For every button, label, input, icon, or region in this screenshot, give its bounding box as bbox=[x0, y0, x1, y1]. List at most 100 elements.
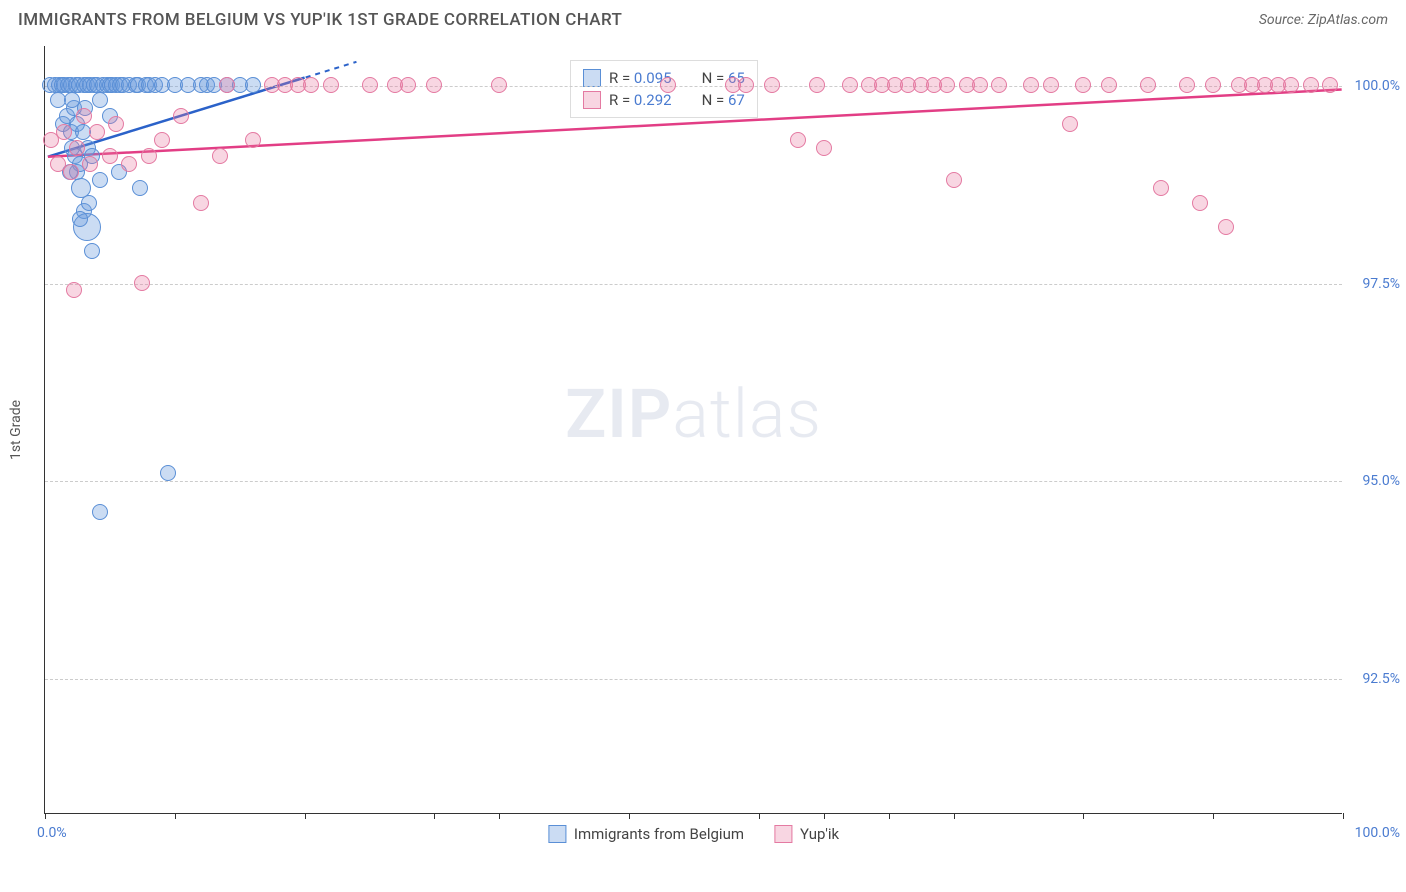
data-point bbox=[69, 140, 85, 156]
data-point bbox=[426, 77, 442, 93]
y-tick-label: 95.0% bbox=[1362, 473, 1400, 489]
source-attribution: Source: ZipAtlas.com bbox=[1259, 12, 1388, 28]
data-point bbox=[84, 243, 100, 259]
data-point bbox=[64, 92, 80, 108]
legend-swatch bbox=[774, 825, 792, 843]
x-tick bbox=[824, 813, 825, 819]
data-point bbox=[939, 77, 955, 93]
x-tick bbox=[629, 813, 630, 819]
data-point bbox=[1179, 77, 1195, 93]
legend-label: Immigrants from Belgium bbox=[574, 825, 744, 843]
x-tick bbox=[889, 813, 890, 819]
r-label: R = 0.292 bbox=[609, 91, 672, 109]
data-point bbox=[132, 180, 148, 196]
data-point bbox=[809, 77, 825, 93]
data-point bbox=[76, 108, 92, 124]
data-point bbox=[1322, 77, 1338, 93]
data-point bbox=[193, 195, 209, 211]
data-point bbox=[972, 77, 988, 93]
watermark-zip: ZIP bbox=[565, 374, 672, 454]
data-point bbox=[56, 124, 72, 140]
data-point bbox=[660, 77, 676, 93]
data-point bbox=[323, 77, 339, 93]
stats-legend-row: R = 0.292 N = 67 bbox=[583, 89, 745, 111]
data-point bbox=[303, 77, 319, 93]
data-point bbox=[738, 77, 754, 93]
data-point bbox=[1043, 77, 1059, 93]
data-point bbox=[102, 148, 118, 164]
gridline bbox=[45, 284, 1342, 285]
data-point bbox=[1075, 77, 1091, 93]
x-axis-min-label: 0.0% bbox=[37, 825, 67, 841]
data-point bbox=[1303, 77, 1319, 93]
x-tick bbox=[1083, 813, 1084, 819]
x-tick bbox=[305, 813, 306, 819]
data-point bbox=[82, 156, 98, 172]
data-point bbox=[1023, 77, 1039, 93]
data-point bbox=[245, 132, 261, 148]
x-tick bbox=[175, 813, 176, 819]
data-point bbox=[212, 148, 228, 164]
y-tick-label: 92.5% bbox=[1362, 671, 1400, 687]
data-point bbox=[991, 77, 1007, 93]
legend-swatch bbox=[583, 91, 601, 109]
data-point bbox=[790, 132, 806, 148]
data-point bbox=[173, 108, 189, 124]
data-point bbox=[1101, 77, 1117, 93]
y-tick-label: 97.5% bbox=[1362, 276, 1400, 292]
data-point bbox=[245, 77, 261, 93]
data-point bbox=[219, 77, 235, 93]
watermark-atlas: atlas bbox=[672, 374, 822, 454]
data-point bbox=[1218, 219, 1234, 235]
chart-title: IMMIGRANTS FROM BELGIUM VS YUP'IK 1ST GR… bbox=[18, 10, 622, 30]
data-point bbox=[92, 172, 108, 188]
data-point bbox=[92, 92, 108, 108]
data-point bbox=[134, 275, 150, 291]
gridline bbox=[45, 679, 1342, 680]
data-point bbox=[121, 156, 137, 172]
x-tick bbox=[759, 813, 760, 819]
plot-area: ZIPatlas R = 0.095N = 65R = 0.292N = 67 … bbox=[44, 46, 1342, 814]
data-point bbox=[946, 172, 962, 188]
data-point bbox=[160, 465, 176, 481]
data-point bbox=[1153, 180, 1169, 196]
legend-item: Yup'ik bbox=[774, 825, 839, 843]
data-point bbox=[66, 282, 82, 298]
y-tick-label: 100.0% bbox=[1355, 78, 1400, 94]
data-point bbox=[63, 164, 79, 180]
legend-label: Yup'ik bbox=[800, 825, 839, 843]
series-legend: Immigrants from Belgium Yup'ik bbox=[548, 825, 839, 843]
y-axis-title: 1st Grade bbox=[8, 400, 24, 460]
x-axis-max-label: 100.0% bbox=[1355, 825, 1400, 841]
data-point bbox=[1205, 77, 1221, 93]
data-point bbox=[400, 77, 416, 93]
data-point bbox=[92, 504, 108, 520]
legend-swatch bbox=[548, 825, 566, 843]
n-label: N = 67 bbox=[702, 91, 745, 109]
data-point bbox=[81, 195, 97, 211]
data-point bbox=[1192, 195, 1208, 211]
data-point bbox=[1283, 77, 1299, 93]
plot-container: 1st Grade ZIPatlas R = 0.095N = 65R = 0.… bbox=[44, 46, 1342, 814]
x-tick bbox=[1213, 813, 1214, 819]
data-point bbox=[141, 148, 157, 164]
data-point bbox=[764, 77, 780, 93]
trend-lines bbox=[45, 46, 1342, 813]
x-tick bbox=[954, 813, 955, 819]
x-tick bbox=[1343, 813, 1344, 819]
watermark: ZIPatlas bbox=[565, 374, 822, 454]
data-point bbox=[108, 116, 124, 132]
data-point bbox=[842, 77, 858, 93]
data-point bbox=[491, 77, 507, 93]
data-point bbox=[1062, 116, 1078, 132]
legend-item: Immigrants from Belgium bbox=[548, 825, 744, 843]
data-point bbox=[89, 124, 105, 140]
data-point bbox=[72, 211, 88, 227]
data-point bbox=[154, 132, 170, 148]
data-point bbox=[816, 140, 832, 156]
gridline bbox=[45, 481, 1342, 482]
data-point bbox=[362, 77, 378, 93]
x-tick bbox=[45, 813, 46, 819]
x-tick bbox=[434, 813, 435, 819]
legend-swatch bbox=[583, 69, 601, 87]
